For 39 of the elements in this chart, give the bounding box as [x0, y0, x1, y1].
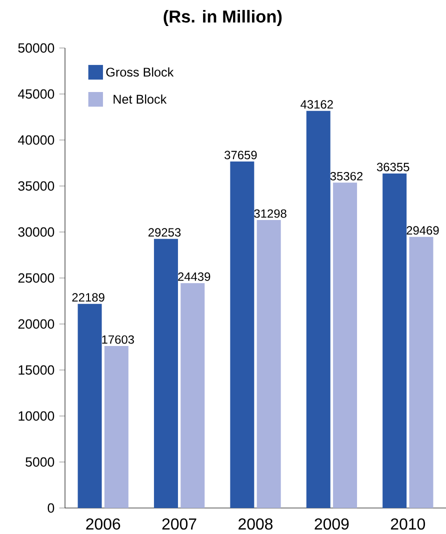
y-tick-label: 5000 — [26, 457, 54, 467]
x-tick-label: 2010 — [390, 518, 426, 530]
y-tick-label: 50000 — [18, 43, 54, 53]
x-tick-label: 2006 — [86, 518, 120, 530]
y-tick-label: 15000 — [18, 365, 54, 375]
y-tick-label: 25000 — [18, 273, 54, 283]
bar — [306, 110, 330, 508]
chart-title: (Rs. in Million) — [164, 10, 282, 26]
x-tick-label: 2009 — [314, 518, 349, 530]
bar — [382, 174, 407, 508]
bar — [230, 162, 254, 508]
data-label: 36355 — [376, 162, 410, 172]
data-label: 35362 — [330, 172, 363, 180]
y-tick-label: 35000 — [18, 181, 54, 191]
y-tick-label: 10000 — [18, 411, 54, 421]
y-tick-label: 30000 — [18, 227, 54, 237]
y-tick-label: 40000 — [18, 135, 54, 145]
data-label: 29469 — [406, 226, 439, 235]
bar — [154, 238, 178, 508]
legend-label: Net Block — [114, 94, 167, 104]
data-label: 17603 — [102, 335, 134, 344]
bar — [333, 182, 358, 508]
y-tick-label: 45000 — [18, 89, 54, 99]
bar — [104, 346, 128, 508]
bar — [78, 304, 102, 508]
legend-label: Gross Block — [106, 67, 174, 77]
data-label: 29253 — [148, 228, 181, 237]
data-label: 22189 — [72, 293, 104, 302]
data-label: 43162 — [300, 100, 333, 109]
data-label: 31298 — [254, 209, 286, 218]
bar — [409, 236, 434, 508]
y-tick-label: 0 — [48, 503, 54, 513]
bar — [180, 283, 205, 508]
data-label: 37659 — [224, 150, 257, 160]
x-tick-label: 2007 — [162, 518, 196, 530]
y-tick-label: 20000 — [18, 319, 54, 329]
bar — [256, 220, 281, 508]
x-tick-label: 2008 — [238, 518, 273, 530]
data-label: 24439 — [178, 272, 210, 281]
